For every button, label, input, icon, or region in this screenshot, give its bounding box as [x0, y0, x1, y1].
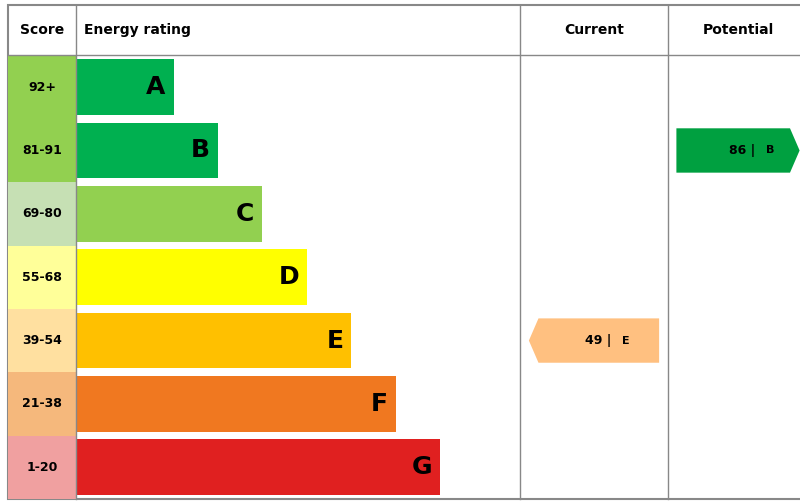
Text: 81-91: 81-91	[22, 144, 62, 157]
Polygon shape	[677, 129, 800, 173]
Bar	[76, 122, 218, 178]
Text: D: D	[278, 265, 299, 289]
Bar	[8, 245, 76, 309]
Bar	[76, 439, 440, 495]
Text: E: E	[326, 329, 343, 353]
Text: C: C	[236, 202, 254, 226]
Text: B: B	[766, 146, 774, 155]
Bar	[76, 312, 351, 368]
Text: Current: Current	[564, 23, 624, 37]
Text: G: G	[411, 455, 432, 479]
Text: Energy rating: Energy rating	[84, 23, 191, 37]
Text: B: B	[191, 139, 210, 162]
Text: Potential: Potential	[702, 23, 774, 37]
Text: F: F	[370, 392, 388, 416]
Text: 55-68: 55-68	[22, 271, 62, 284]
Bar	[8, 435, 76, 499]
Bar	[8, 182, 76, 245]
Bar	[76, 249, 307, 305]
Bar	[76, 376, 396, 432]
Polygon shape	[529, 319, 659, 363]
Text: 39-54: 39-54	[22, 334, 62, 347]
Bar	[8, 309, 76, 372]
Text: A: A	[146, 75, 166, 99]
Bar	[76, 186, 262, 242]
Text: 86 |: 86 |	[729, 144, 755, 157]
Bar	[8, 55, 76, 119]
Text: 21-38: 21-38	[22, 398, 62, 410]
Text: E: E	[622, 336, 630, 346]
Bar	[8, 372, 76, 435]
Text: 49 |: 49 |	[585, 334, 611, 347]
Text: 1-20: 1-20	[26, 461, 58, 474]
Bar	[76, 59, 174, 115]
Text: Score: Score	[20, 23, 64, 37]
Bar	[8, 119, 76, 182]
Text: 69-80: 69-80	[22, 207, 62, 220]
Text: 92+: 92+	[28, 81, 56, 94]
